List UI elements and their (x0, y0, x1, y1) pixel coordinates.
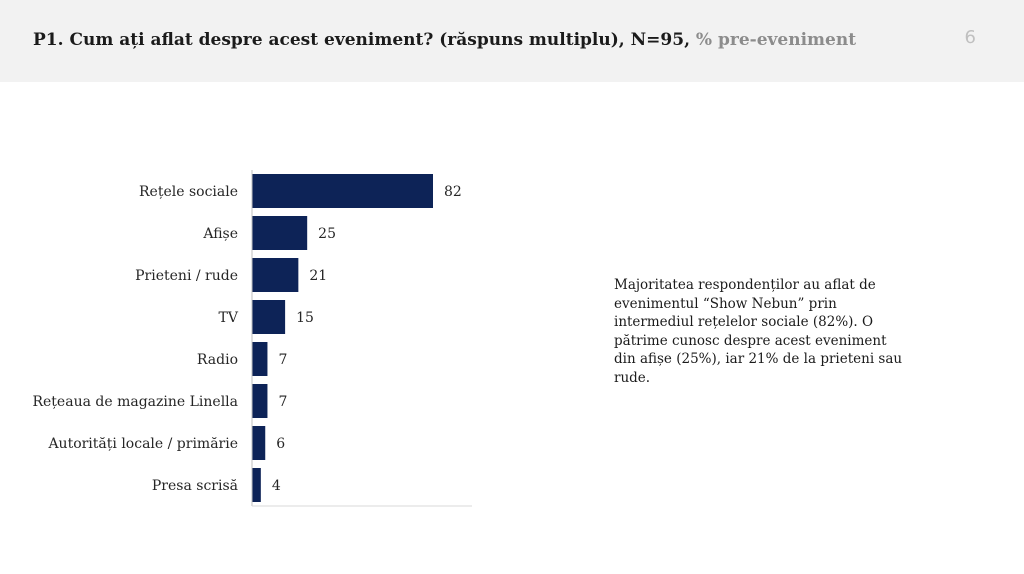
value-label-autoritati-locale-primarie: 6 (276, 436, 285, 452)
category-label-afise: Afișe (202, 226, 238, 242)
bar-autoritati-locale-primarie (252, 426, 266, 460)
value-label-reteaua-de-magazine-linella: 7 (278, 394, 287, 410)
value-label-presa-scrisa: 4 (272, 478, 281, 494)
category-label-tv: TV (219, 310, 239, 326)
commentary-text: Majoritatea respondenților au aflat de e… (614, 277, 903, 386)
bar-afise (252, 216, 308, 250)
bar-presa-scrisa (252, 468, 261, 502)
page-number: 6 (964, 27, 976, 48)
value-label-radio: 7 (278, 352, 287, 368)
bar-prieteni-rude (252, 258, 299, 292)
category-label-autoritati-locale-primarie: Autorități locale / primărie (47, 436, 238, 452)
title-main: P1. Cum ați aflat despre acest eveniment… (33, 30, 696, 50)
header-bar: P1. Cum ați aflat despre acest eveniment… (0, 0, 1024, 82)
value-label-retele-sociale: 82 (444, 184, 462, 200)
category-label-retele-sociale: Rețele sociale (139, 184, 238, 200)
bar-tv (252, 300, 286, 334)
slide-title: P1. Cum ați aflat despre acest eveniment… (33, 30, 856, 50)
bar-retele-sociale (252, 174, 433, 208)
value-label-prieteni-rude: 21 (309, 268, 327, 284)
bar-radio (252, 342, 268, 376)
category-label-prieteni-rude: Prieteni / rude (135, 268, 238, 284)
category-label-presa-scrisa: Presa scrisă (152, 478, 238, 494)
title-muted: % pre-eveniment (695, 30, 857, 50)
category-label-reteaua-de-magazine-linella: Rețeaua de magazine Linella (32, 394, 238, 410)
value-label-tv: 15 (296, 310, 314, 326)
bar-reteaua-de-magazine-linella (252, 384, 268, 418)
category-label-radio: Radio (197, 352, 238, 368)
value-label-afise: 25 (318, 226, 336, 242)
